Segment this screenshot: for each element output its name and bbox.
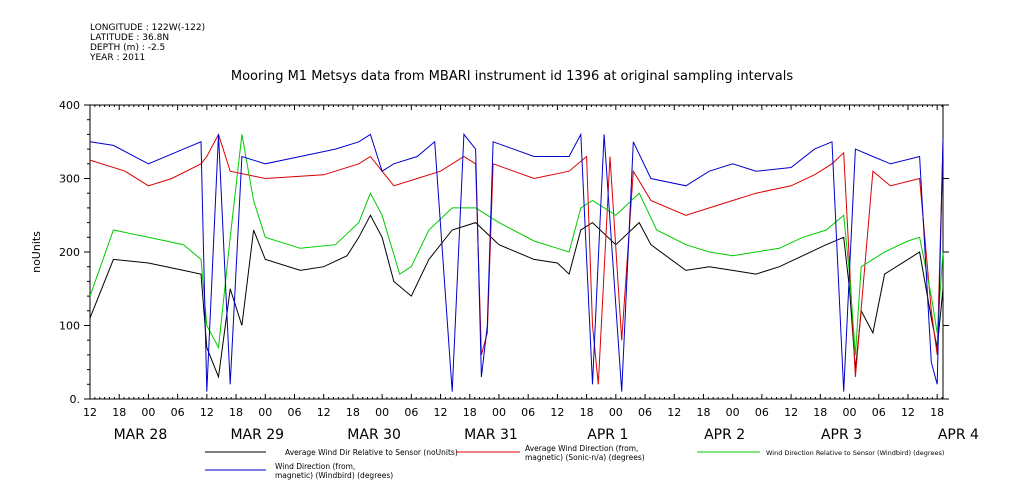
x-hour-label: 18 (112, 406, 126, 419)
series-line-2 (89, 133, 944, 385)
x-date-label: APR 3 (821, 427, 862, 443)
x-date-label: MAR 28 (114, 427, 168, 443)
y-tick-label: 100 (59, 320, 80, 333)
x-date-label: APR 2 (704, 427, 745, 443)
x-hour-label: 06 (521, 406, 535, 419)
x-hour-label: 00 (492, 406, 506, 419)
x-date-label: MAR 31 (464, 427, 518, 443)
y-ticks: 0. 100 200 300 400 (59, 99, 949, 406)
x-date-label: MAR 30 (347, 427, 401, 443)
x-date-label: MAR 29 (230, 427, 284, 443)
x-hour-label: 18 (813, 406, 827, 419)
series-line-3 (89, 134, 944, 355)
meta-depth: DEPTH (m) : -2.5 (90, 43, 165, 53)
metadata-block: LONGITUDE : 122W(-122) LATITUDE : 36.8N … (89, 23, 205, 63)
x-hour-label: 18 (463, 406, 477, 419)
x-hour-label: 06 (872, 406, 886, 419)
x-hour-label: 12 (200, 406, 214, 419)
y-axis-label: noUnits (30, 231, 43, 273)
y-tick-label: 300 (59, 173, 80, 186)
legend-label-2: Average Wind Direction (from, magnetic) … (525, 444, 645, 462)
x-hour-label: 18 (346, 406, 360, 419)
x-hour-label: 18 (930, 406, 944, 419)
x-hour-label: 12 (317, 406, 331, 419)
x-hour-label: 18 (229, 406, 243, 419)
x-hour-label: 06 (638, 406, 652, 419)
x-hour-label: 12 (784, 406, 798, 419)
x-hour-label: 00 (375, 406, 389, 419)
x-date-label: APR 4 (938, 427, 979, 443)
y-tick-label: 200 (59, 246, 80, 259)
meta-year: YEAR : 2011 (89, 53, 145, 63)
x-hour-label: 00 (843, 406, 857, 419)
x-hour-label: 18 (696, 406, 710, 419)
chart-title: Mooring M1 Metsys data from MBARI instru… (231, 69, 793, 84)
x-hour-label: 00 (258, 406, 272, 419)
x-hour-label: 00 (609, 406, 623, 419)
meta-longitude: LONGITUDE : 122W(-122) (90, 23, 205, 33)
x-ticks: 12 18 00 06 12 18 00 06 12 18 00 06 12 18 00 06 12 18 00 06… (83, 105, 979, 443)
series-line-1 (89, 214, 944, 379)
meta-latitude: LATITUDE : 36.8N (90, 33, 169, 43)
x-hour-label: 06 (171, 406, 185, 419)
x-hour-label: 12 (550, 406, 564, 419)
x-hour-label: 18 (580, 406, 594, 419)
legend: Average Wind Dir Relative to Sensor (noU… (205, 444, 944, 480)
legend-label-4: Wind Direction (from, magnetic) (Windbir… (275, 462, 393, 480)
x-hour-label: 12 (434, 406, 448, 419)
x-hour-label: 06 (287, 406, 301, 419)
series-layer (89, 132, 944, 392)
x-hour-label: 12 (667, 406, 681, 419)
x-hour-label: 00 (141, 406, 155, 419)
legend-label-1: Average Wind Dir Relative to Sensor (noU… (285, 448, 458, 457)
legend-label-3: Wind Direction Relative to Sensor (Windb… (766, 449, 944, 457)
x-hour-label: 06 (755, 406, 769, 419)
x-hour-label: 12 (901, 406, 915, 419)
series-line-4 (89, 132, 944, 392)
y-tick-label: 0. (70, 393, 81, 406)
x-hour-label: 12 (83, 406, 97, 419)
x-hour-label: 06 (404, 406, 418, 419)
x-date-label: APR 1 (587, 427, 628, 443)
y-tick-label: 400 (59, 99, 80, 112)
x-hour-label: 00 (726, 406, 740, 419)
